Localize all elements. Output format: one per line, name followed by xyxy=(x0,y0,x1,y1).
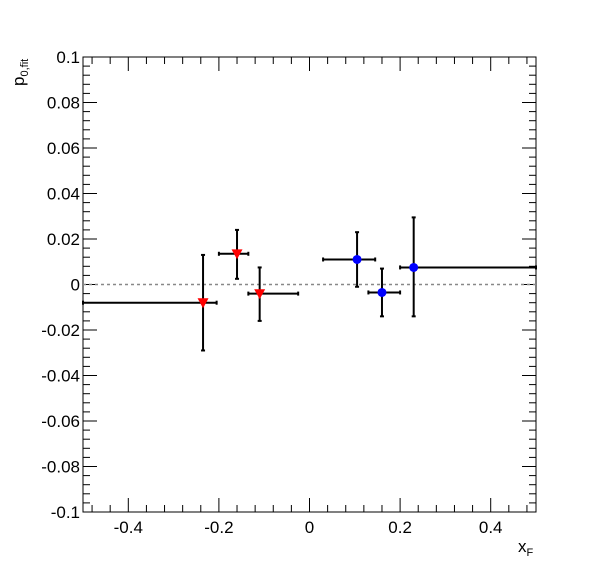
y-tick-label: 0.04 xyxy=(47,185,80,204)
x-tick-label: 0.2 xyxy=(388,518,412,537)
y-axis-label-main: p xyxy=(9,77,28,86)
y-tick-label: 0.06 xyxy=(47,139,80,158)
y-axis-label-sub: 0,fit xyxy=(19,59,31,77)
y-tick-label: -0.06 xyxy=(41,412,80,431)
circle-marker xyxy=(377,287,387,297)
triangle-down-marker xyxy=(197,298,209,309)
y-tick-label: -0.04 xyxy=(41,367,80,386)
y-tick-label: 0.08 xyxy=(47,94,80,113)
circle-marker xyxy=(409,262,419,272)
tick-labels: -0.1 -0.08 -0.06 -0.04 -0.02 0 0.02 0.04 0.06 0.0… xyxy=(41,48,502,537)
x-axis-label-sub: F xyxy=(527,547,534,559)
axis-ticks xyxy=(83,56,536,513)
y-tick-label: 0 xyxy=(71,276,80,295)
x-tick-label: -0.2 xyxy=(204,518,233,537)
y-tick-label: -0.08 xyxy=(41,458,80,477)
x-tick-label: 0.4 xyxy=(479,518,503,537)
y-tick-label: -0.1 xyxy=(51,503,80,522)
circle-marker xyxy=(352,254,362,264)
triangle-down-marker xyxy=(231,249,243,260)
x-tick-label: 0 xyxy=(305,518,314,537)
y-tick-label: 0.1 xyxy=(56,48,80,67)
x-axis-label-main: x xyxy=(518,537,527,556)
y-axis-label: p0,fit xyxy=(9,59,31,86)
y-tick-label: 0.02 xyxy=(47,230,80,249)
data-markers xyxy=(197,249,419,309)
x-tick-label: -0.4 xyxy=(114,518,143,537)
triangle-down-marker xyxy=(254,289,266,300)
y-tick-label: -0.02 xyxy=(41,321,80,340)
x-axis-label: xF xyxy=(518,537,534,559)
